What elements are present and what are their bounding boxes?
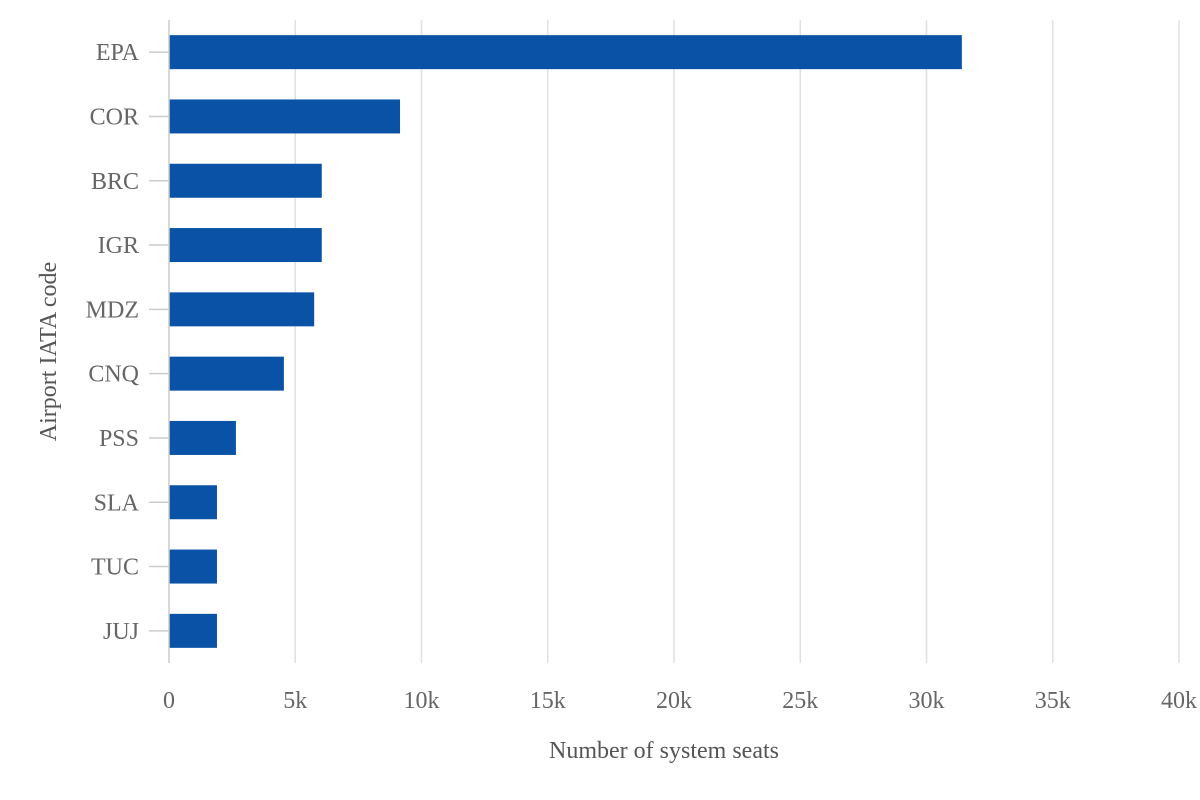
bar-tuc [169, 549, 217, 584]
x-tick-label: 25k [782, 688, 818, 714]
bar-cnq [169, 356, 284, 391]
x-axis-title: Number of system seats [549, 738, 779, 764]
y-tick-label: EPA [96, 40, 140, 66]
y-tick-label: BRC [91, 169, 139, 195]
bar-pss [169, 420, 236, 455]
bar-mdz [169, 292, 315, 327]
y-tick-label: COR [90, 104, 139, 130]
x-tick-label: 10k [404, 688, 440, 714]
y-tick-label: PSS [99, 426, 139, 452]
x-tick-label: 5k [283, 688, 307, 714]
y-axis-title: Airport IATA code [36, 262, 62, 441]
x-tick-label: 30k [909, 688, 945, 714]
bar-epa [169, 35, 962, 70]
y-tick-label: CNQ [88, 362, 139, 388]
bar-igr [169, 228, 322, 263]
x-tick-label: 40k [1161, 688, 1197, 714]
y-axis: EPA COR BRC IGR MDZ CNQ PSS SLA TUC JUJ [86, 20, 170, 663]
gridlines [294, 20, 1180, 663]
x-tick-label: 0 [163, 688, 175, 714]
y-tick-label: JUJ [103, 619, 139, 645]
bar-juj [169, 613, 217, 648]
x-axis: 0 5k 10k 15k 20k 25k 30k 35k 40k [163, 688, 1197, 714]
y-tick-label: MDZ [86, 297, 139, 323]
bars [169, 35, 962, 648]
x-tick-label: 15k [530, 688, 566, 714]
y-tick-label: TUC [91, 555, 139, 581]
x-tick-label: 35k [1035, 688, 1071, 714]
y-tick-label: IGR [98, 233, 139, 259]
bar-brc [169, 163, 322, 198]
y-tick-label: SLA [94, 490, 140, 516]
x-tick-label: 20k [656, 688, 692, 714]
bar-sla [169, 485, 217, 520]
bar-cor [169, 99, 401, 134]
